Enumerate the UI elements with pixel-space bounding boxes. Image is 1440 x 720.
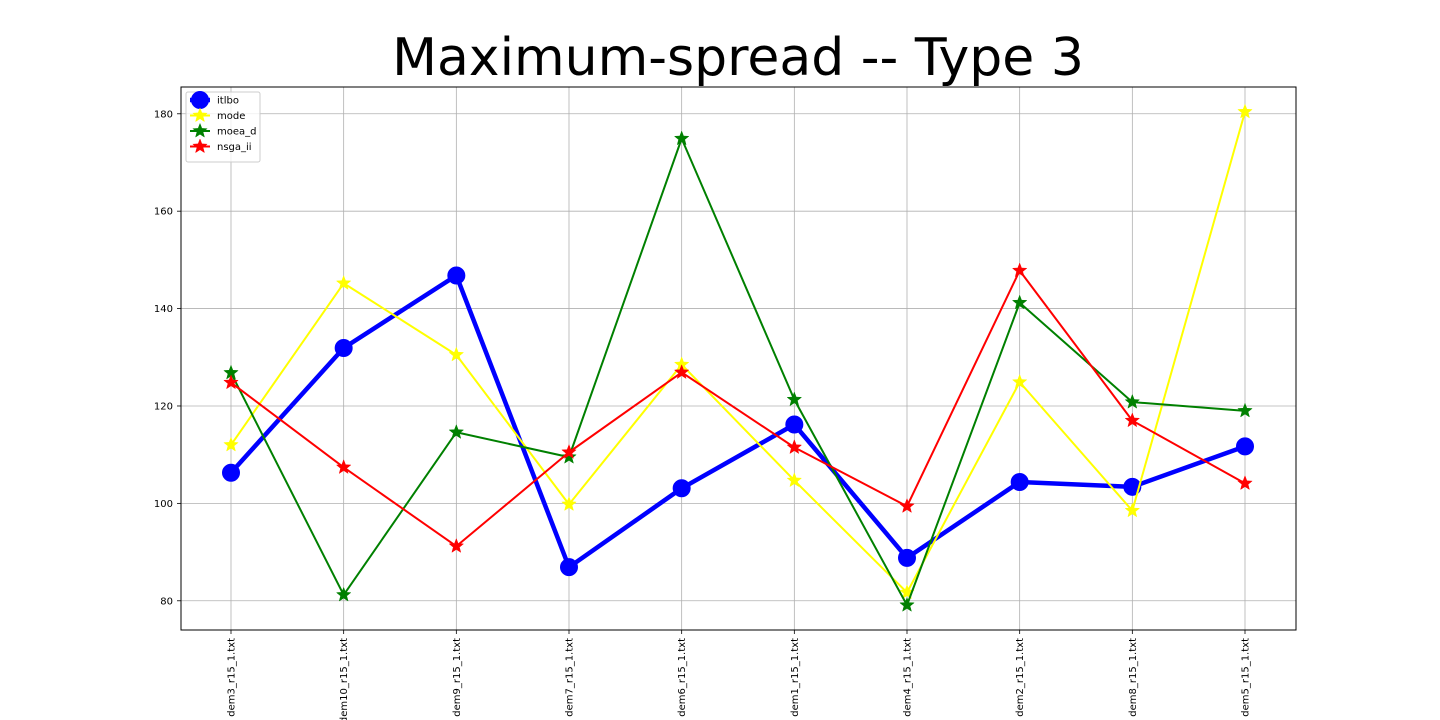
data-point-moea_d bbox=[1124, 393, 1141, 409]
y-tick-label: 140 bbox=[154, 304, 173, 315]
data-point-itlbo bbox=[1010, 472, 1029, 491]
data-point-itlbo bbox=[222, 463, 240, 482]
legend-marker-moea_d bbox=[192, 122, 208, 138]
x-tick-label: dem5_r15_1.txt bbox=[1241, 638, 1252, 717]
data-point-nsga_ii bbox=[899, 498, 915, 513]
plot-frame bbox=[180, 86, 1297, 631]
series-line-moea_d bbox=[230, 137, 1246, 607]
series-itlbo bbox=[222, 266, 1254, 577]
data-point-itlbo bbox=[1236, 437, 1254, 456]
chart-title: Maximum-spread -- Type 3 bbox=[392, 28, 1084, 88]
data-point-moea_d bbox=[561, 448, 577, 464]
data-point-moea_d bbox=[786, 391, 803, 407]
data-point-mode bbox=[1011, 373, 1028, 389]
data-point-mode bbox=[786, 472, 803, 488]
x-tick-label: dem10_r15_1.txt bbox=[339, 638, 350, 720]
x-tick-label: dem7_r15_1.txt bbox=[565, 638, 576, 717]
data-point-mode bbox=[448, 346, 465, 362]
y-axis: 80 100 120 140 160 180 bbox=[154, 109, 181, 607]
data-point-moea_d bbox=[1237, 402, 1253, 418]
y-tick-label: 160 bbox=[154, 207, 173, 218]
legend-label-moea_d: moea_d bbox=[217, 127, 257, 138]
series-line-mode bbox=[230, 111, 1246, 594]
data-point-nsga_ii bbox=[786, 439, 803, 455]
data-point-mode bbox=[561, 496, 577, 511]
legend-label-itlbo: itlbo bbox=[217, 96, 239, 107]
data-point-itlbo bbox=[1123, 477, 1142, 496]
series-nsga_ii bbox=[223, 262, 1253, 553]
series-line-itlbo bbox=[229, 273, 1246, 570]
legend-label-nsga_ii: nsga_ii bbox=[217, 142, 252, 153]
data-point-moea_d bbox=[1011, 294, 1028, 310]
data-point-nsga_ii bbox=[561, 444, 577, 459]
data-point-nsga_ii bbox=[335, 459, 352, 474]
x-tick-label: dem8_r15_1.txt bbox=[1128, 638, 1139, 717]
data-point-nsga_ii bbox=[673, 364, 690, 380]
data-point-itlbo bbox=[785, 415, 804, 434]
legend-label-mode: mode bbox=[217, 111, 245, 122]
data-point-mode bbox=[223, 436, 239, 452]
x-tick-label: dem6_r15_1.txt bbox=[677, 638, 688, 717]
legend-marker-mode bbox=[192, 107, 208, 123]
legend: itlbo mode moea_d nsga_ii bbox=[185, 91, 261, 163]
x-axis: dem3_r15_1.txt dem10_r15_1.txt dem9_r15_1.… bbox=[227, 630, 1252, 720]
data-point-nsga_ii bbox=[1237, 475, 1253, 491]
data-point-itlbo bbox=[898, 548, 916, 567]
legend-marker-itlbo bbox=[191, 91, 209, 109]
data-point-itlbo bbox=[672, 479, 691, 498]
series-line-nsga_ii bbox=[230, 269, 1246, 548]
x-tick-label: dem1_r15_1.txt bbox=[790, 638, 801, 717]
y-tick-label: 180 bbox=[154, 109, 173, 120]
data-point-mode bbox=[1124, 502, 1141, 518]
series-moea_d bbox=[223, 130, 1253, 612]
data-point-moea_d bbox=[448, 424, 465, 439]
data-point-nsga_ii bbox=[1011, 262, 1028, 278]
legend-marker-nsga_ii bbox=[192, 138, 208, 154]
data-point-itlbo bbox=[560, 558, 578, 577]
y-tick-label: 100 bbox=[154, 499, 173, 510]
x-tick-label: dem2_r15_1.txt bbox=[1015, 638, 1026, 717]
series-mode bbox=[223, 103, 1253, 600]
data-point-itlbo bbox=[447, 266, 466, 285]
data-point-moea_d bbox=[673, 130, 690, 146]
data-point-itlbo bbox=[334, 339, 353, 358]
data-point-moea_d bbox=[335, 586, 352, 602]
y-tick-label: 120 bbox=[154, 401, 173, 412]
data-point-nsga_ii bbox=[223, 374, 239, 390]
data-point-mode bbox=[335, 275, 352, 290]
x-tick-label: dem9_r15_1.txt bbox=[452, 638, 463, 717]
series-layer bbox=[222, 103, 1254, 612]
data-point-nsga_ii bbox=[1124, 412, 1141, 428]
y-tick-label: 80 bbox=[160, 596, 173, 607]
grid-layer bbox=[181, 87, 1296, 630]
data-point-nsga_ii bbox=[448, 538, 465, 553]
data-point-mode bbox=[1237, 103, 1253, 119]
x-tick-label: dem3_r15_1.txt bbox=[227, 638, 238, 717]
x-tick-label: dem4_r15_1.txt bbox=[903, 638, 914, 717]
data-point-moea_d bbox=[899, 596, 915, 612]
